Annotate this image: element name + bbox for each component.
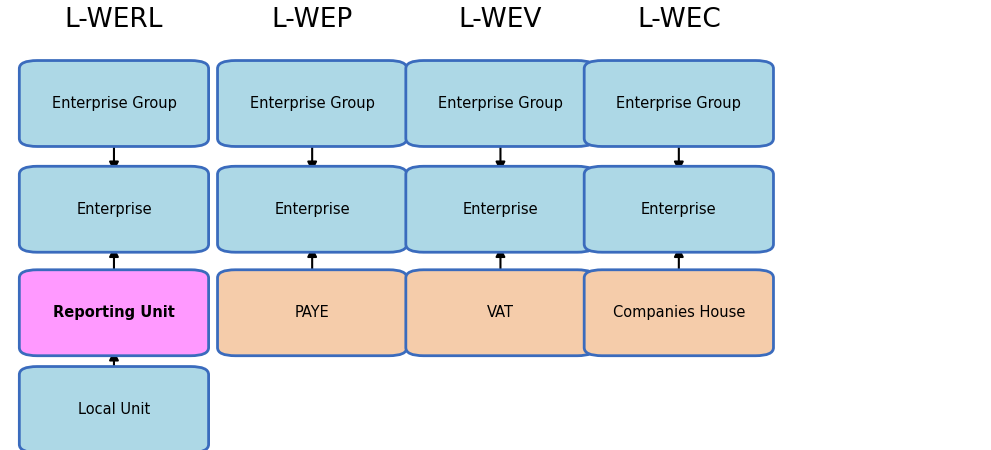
Text: VAT: VAT xyxy=(487,305,514,320)
FancyBboxPatch shape xyxy=(218,270,406,356)
Text: L-WEC: L-WEC xyxy=(637,7,720,33)
Text: Enterprise: Enterprise xyxy=(275,202,350,217)
FancyBboxPatch shape xyxy=(406,61,595,147)
FancyBboxPatch shape xyxy=(406,270,595,356)
Text: Local Unit: Local Unit xyxy=(78,402,150,417)
Text: PAYE: PAYE xyxy=(294,305,330,320)
Text: Companies House: Companies House xyxy=(612,305,745,320)
Text: Enterprise Group: Enterprise Group xyxy=(438,96,563,111)
FancyBboxPatch shape xyxy=(20,61,209,147)
FancyBboxPatch shape xyxy=(20,270,209,356)
Text: L-WEP: L-WEP xyxy=(272,7,353,33)
FancyBboxPatch shape xyxy=(585,61,773,147)
Text: Enterprise Group: Enterprise Group xyxy=(250,96,375,111)
FancyBboxPatch shape xyxy=(406,166,595,252)
Text: Enterprise: Enterprise xyxy=(463,202,538,217)
Text: L-WEV: L-WEV xyxy=(459,7,542,33)
Text: Enterprise Group: Enterprise Group xyxy=(616,96,741,111)
Text: Reporting Unit: Reporting Unit xyxy=(54,305,174,320)
Text: L-WERL: L-WERL xyxy=(64,7,164,33)
Text: Enterprise: Enterprise xyxy=(76,202,152,217)
FancyBboxPatch shape xyxy=(585,166,773,252)
FancyBboxPatch shape xyxy=(20,366,209,450)
FancyBboxPatch shape xyxy=(585,270,773,356)
Text: Enterprise: Enterprise xyxy=(641,202,716,217)
Text: Enterprise Group: Enterprise Group xyxy=(52,96,176,111)
FancyBboxPatch shape xyxy=(218,61,406,147)
FancyBboxPatch shape xyxy=(20,166,209,252)
FancyBboxPatch shape xyxy=(218,166,406,252)
